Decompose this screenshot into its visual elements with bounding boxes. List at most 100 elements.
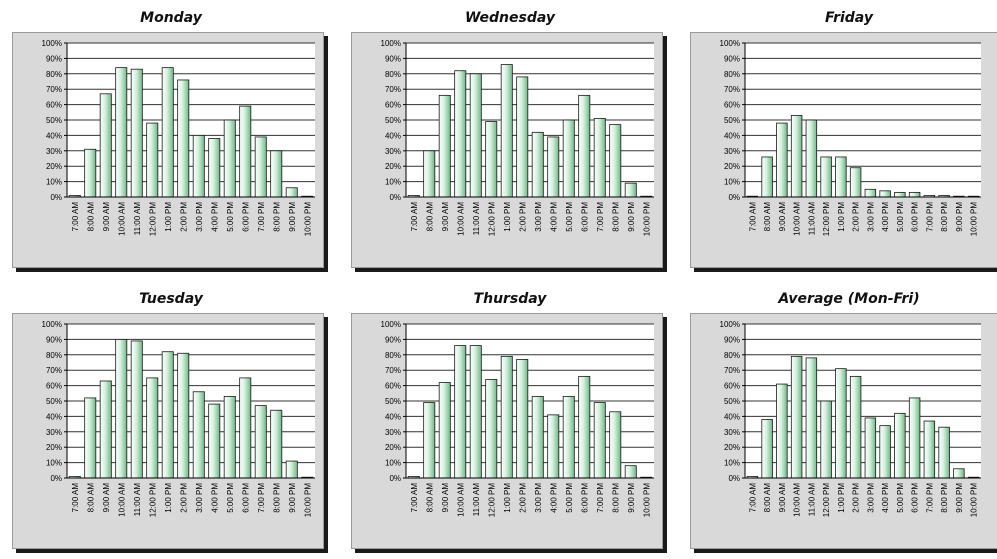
x-tick-label: 12:00 PM [822,483,831,518]
x-tick-label: 7:00 AM [71,202,80,232]
bar [531,395,544,479]
bar [423,150,436,198]
x-tick-label: 8:00 AM [86,202,95,232]
bar [516,76,529,198]
y-tick-label: 50% [724,116,740,125]
x-tick-label: 3:00 PM [195,483,204,513]
x-tick-label: 9:00 PM [288,483,297,513]
x-tick-label: 10:00 PM [970,202,979,237]
y-tick-label: 0% [728,474,740,483]
x-tick-label: 10:00 AM [793,483,802,517]
bar [438,382,451,479]
bar [516,359,529,479]
bar-chart-average: 0% 10% 20% 30% 40% 50% 60% 70% 80% 90% 100% 7:00 AM… [720,320,981,518]
x-tick-label: 12:00 PM [148,202,157,237]
bar [99,93,112,198]
bar [438,94,451,198]
y-tick-label: 0% [389,474,401,483]
y-tick-label: 60% [46,382,62,391]
x-tick-label: 9:00 AM [102,483,111,513]
bar [624,465,637,479]
x-tick-label: 8:00 PM [611,202,620,232]
bar [84,397,97,479]
x-tick-label: 7:00 AM [748,483,757,513]
chart-friday: Friday 0% 10% 20% 30% 40% 50% 60% 70% 80% 90% 100%… [690,10,997,275]
x-tick-label: 11:00 AM [472,202,481,236]
bar [864,417,877,479]
y-tick-label: 70% [724,366,740,375]
x-tick-label: 6:00 PM [911,483,920,513]
y-tick-label: 30% [46,147,62,156]
bar [161,351,174,479]
y-tick-label: 100% [42,320,62,329]
bar [609,411,622,479]
y-tick-label: 0% [728,193,740,202]
y-tick-label: 20% [385,162,401,171]
bar [894,412,906,479]
bar [485,379,498,479]
bar [531,131,544,198]
chart-average: Average (Mon-Fri) 0% 10% 20% 30% 40% 50% 60% 70… [690,291,997,556]
bar [130,340,143,479]
x-tick-label: 6:00 PM [580,483,589,513]
y-tick-label: 50% [385,116,401,125]
y-tick-label: 20% [46,162,62,171]
bar [879,425,891,479]
chart-frame: 0% 10% 20% 30% 40% 50% 60% 70% 80% 90% 100% 7:00 AM… [351,32,663,268]
chart-thursday: Thursday 0% 10% 20% 30% 40% 50% 60% 70% 80% 90% 10… [351,291,669,556]
bar [285,187,298,198]
x-tick-label: 10:00 PM [642,483,651,518]
bar [454,70,467,198]
x-tick-label: 5:00 PM [565,202,574,232]
x-tick-label: 8:00 PM [272,483,281,513]
bar [146,377,159,479]
y-tick-label: 100% [381,39,401,48]
y-tick-label: 0% [389,193,401,202]
y-tick-label: 10% [46,459,62,468]
chart-frame: 0% 10% 20% 30% 40% 50% 60% 70% 80% 90% 100% 7:00 AM… [12,32,324,268]
bar [562,119,575,198]
x-tick-label: 6:00 PM [241,483,250,513]
x-tick-label: 8:00 PM [272,202,281,232]
x-tick-label: 7:00 PM [257,202,266,232]
x-tick-label: 7:00 AM [410,202,419,232]
bar [454,345,467,479]
bar [790,114,803,198]
y-tick-label: 90% [46,335,62,344]
bar [192,391,205,479]
y-tick-label: 10% [46,178,62,187]
y-tick-label: 90% [385,335,401,344]
bar [805,119,818,198]
y-tick-label: 60% [385,101,401,110]
x-tick-label: 8:00 AM [763,202,772,232]
bar [761,156,773,198]
bar [908,397,921,479]
y-tick-label: 20% [724,443,740,452]
bar [223,119,236,198]
x-tick-label: 10:00 AM [456,202,465,236]
bar [485,121,498,198]
x-tick-label: 3:00 PM [534,202,543,232]
x-tick-label: 9:00 PM [288,202,297,232]
y-tick-label: 60% [46,101,62,110]
y-tick-label: 40% [724,131,740,140]
chart-title: Friday [825,10,873,26]
bar [547,414,560,479]
bar [469,345,482,479]
x-tick-label: 11:00 AM [133,202,142,236]
y-tick-label: 80% [385,70,401,79]
x-tick-label: 5:00 PM [226,202,235,232]
y-tick-label: 30% [385,428,401,437]
x-tick-label: 7:00 PM [596,202,605,232]
x-tick-label: 9:00 PM [627,483,636,513]
y-tick-label: 90% [724,54,740,63]
y-tick-label: 70% [46,366,62,375]
x-tick-label: 8:00 PM [940,483,949,513]
bar [624,182,637,198]
x-tick-label: 1:00 PM [164,483,173,513]
x-tick-label: 12:00 PM [487,483,496,518]
y-tick-label: 30% [724,428,740,437]
x-tick-label: 3:00 PM [866,202,875,232]
x-tick-label: 7:00 PM [925,483,934,513]
x-tick-label: 11:00 AM [807,202,816,236]
